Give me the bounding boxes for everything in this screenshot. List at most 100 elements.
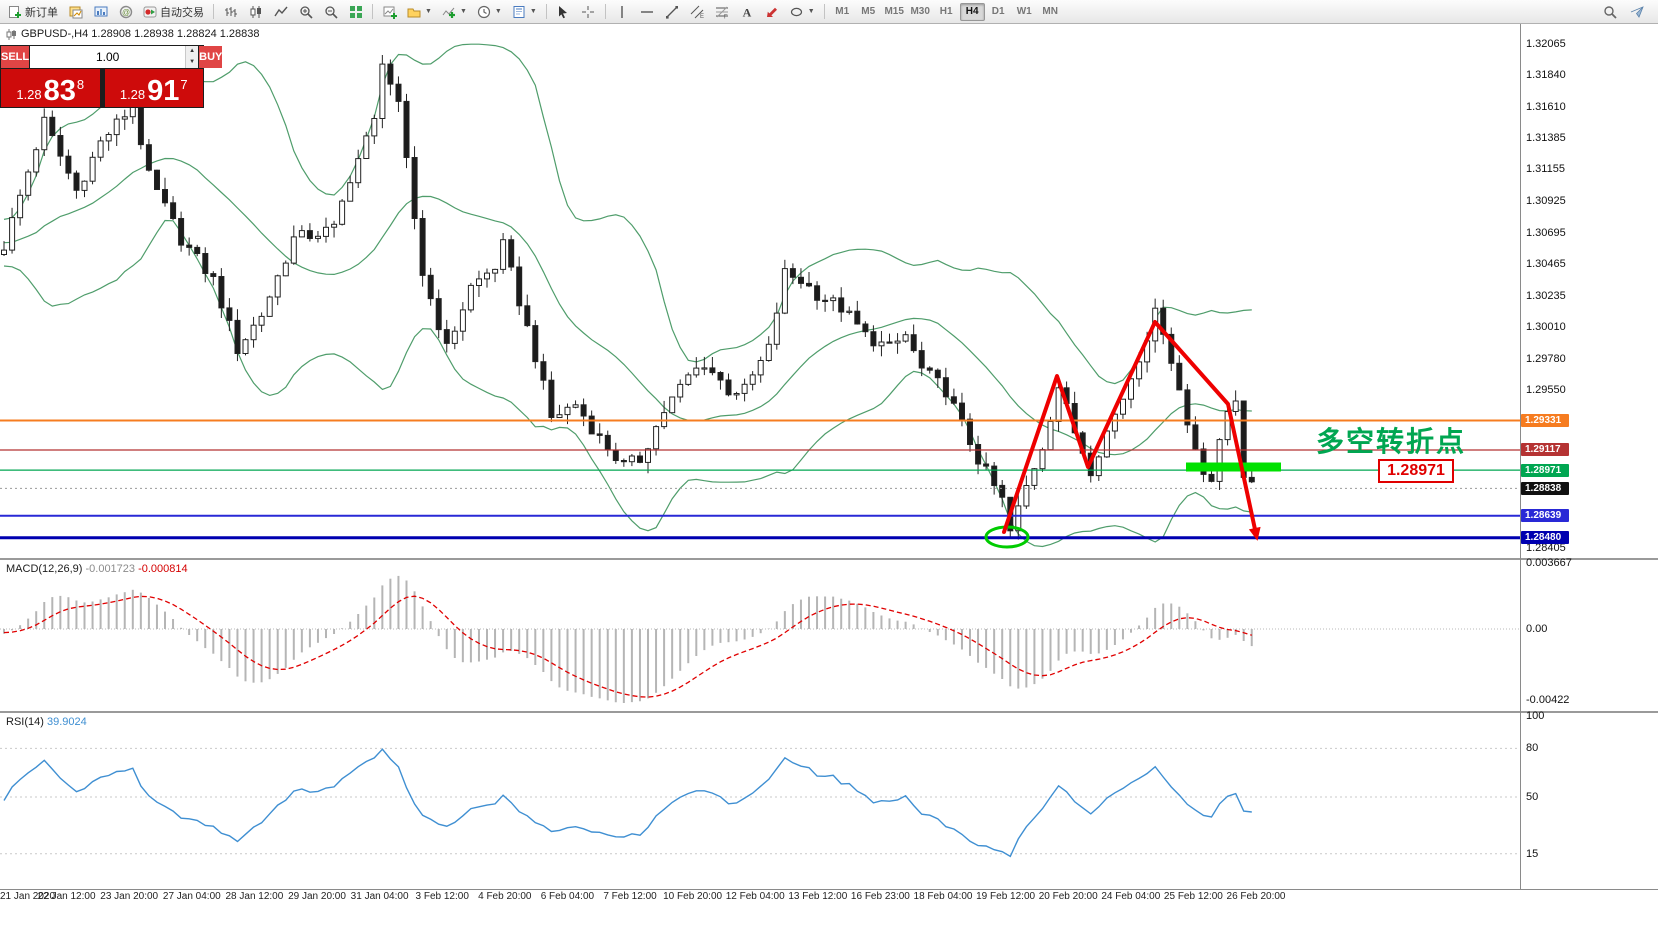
price-level-callout[interactable]: 1.28971	[1378, 459, 1454, 483]
trendline-icon	[666, 5, 679, 19]
buy-price-button[interactable]: 1.28 91 7	[104, 69, 203, 107]
timeframe-button-m30[interactable]: M30	[908, 3, 933, 21]
auto-trading-button[interactable]: 自动交易	[139, 2, 208, 22]
zoom-out-button[interactable]	[319, 2, 342, 22]
price-axis-tag: 1.29331	[1521, 413, 1569, 427]
rsi-value: 39.9024	[46, 716, 87, 728]
macd-axis-label: -0.00422	[1526, 694, 1570, 706]
community-icon: @	[119, 5, 132, 18]
candle-chart-type-button[interactable]	[244, 2, 267, 22]
price-axis-label: 1.30235	[1526, 290, 1566, 302]
volume-up-button[interactable]: ▲	[186, 46, 199, 57]
buy-button[interactable]: BUY	[199, 46, 223, 68]
timeframe-button-m5[interactable]: M5	[856, 3, 881, 21]
equidistant-channel-icon: E	[690, 5, 704, 19]
turning-point-annotation[interactable]: 多空转折点	[1316, 426, 1467, 457]
timeframe-button-d1[interactable]: D1	[986, 3, 1011, 21]
timeframe-button-h1[interactable]: H1	[934, 3, 959, 21]
templates-button[interactable]: ▼	[508, 2, 541, 22]
sell-price-button[interactable]: 1.28 83 8	[1, 69, 100, 107]
buy-price-sup: 7	[180, 77, 188, 92]
panel-divider[interactable]	[0, 711, 1658, 713]
time-axis-label: 27 Jan 04:00	[162, 891, 221, 902]
shapes-button[interactable]: ▼	[786, 2, 819, 22]
timeframe-button-h4[interactable]: H4	[959, 2, 985, 21]
crosshair-icon	[582, 5, 595, 18]
timeframe-button-w1[interactable]: W1	[1012, 3, 1037, 21]
caret-icon: ▼	[425, 8, 432, 15]
time-axis-label: 7 Feb 12:00	[603, 891, 657, 902]
tile-windows-icon	[349, 5, 362, 18]
price-axis-tag: 1.28480	[1521, 531, 1569, 545]
time-axis-label: 21 Jan 2020	[0, 891, 56, 902]
price-axis-border	[1520, 24, 1521, 890]
zoom-in-button[interactable]	[294, 2, 317, 22]
trade-widget-top-row: SELL ▲ ▼ BUY	[1, 46, 223, 68]
arrow-objects-button[interactable]	[761, 2, 784, 22]
main-chart[interactable]	[0, 24, 1658, 559]
candlestick-series	[1, 55, 1255, 540]
timeframe-button-mn[interactable]: MN	[1038, 3, 1063, 21]
sell-button[interactable]: SELL	[1, 46, 30, 68]
horizontal-line-tool-button[interactable]	[636, 2, 659, 22]
new-order-label: 新订单	[25, 6, 58, 19]
volume-field-wrap: ▲ ▼	[30, 46, 199, 68]
crosshair-tool-button[interactable]	[577, 2, 600, 22]
new-chart-button[interactable]	[378, 2, 401, 22]
svg-text:@: @	[121, 8, 129, 17]
rsi-line	[3, 748, 1252, 858]
time-axis-label: 16 Feb 23:00	[850, 891, 910, 902]
macd-axis-label: 0.00	[1526, 623, 1548, 635]
charts-window-button[interactable]	[64, 2, 87, 22]
cursor-tool-button[interactable]	[552, 2, 575, 22]
time-axis-label: 13 Feb 12:00	[788, 891, 848, 902]
tile-windows-button[interactable]	[344, 2, 367, 22]
rsi-name: RSI(14)	[6, 716, 44, 728]
macd-signal-line	[3, 595, 1252, 698]
indicators-button[interactable]: ▼	[438, 2, 471, 22]
search-button[interactable]	[1598, 2, 1621, 22]
volume-down-button[interactable]: ▼	[186, 57, 199, 68]
horizontal-line-icon	[641, 10, 654, 13]
trendline-tool-button[interactable]	[661, 2, 684, 22]
price-axis-label: 1.31610	[1526, 100, 1566, 113]
periods-button[interactable]: ▼	[473, 2, 506, 22]
price-axis-label: 1.30925	[1526, 194, 1566, 207]
price-axis-tag: 1.28971	[1521, 463, 1569, 477]
zigzag-arrows	[1002, 320, 1258, 536]
trade-widget-price-row: 1.28 83 8 1.28 91 7	[1, 69, 203, 107]
bar-chart-type-button[interactable]	[219, 2, 242, 22]
bollinger-lower	[3, 219, 1252, 548]
profiles-button[interactable]: ▼	[403, 2, 436, 22]
zoom-out-icon	[324, 5, 338, 19]
send-feedback-button[interactable]	[1625, 2, 1648, 22]
macd-panel-chart[interactable]	[0, 560, 1658, 711]
channel-tool-button[interactable]: E	[686, 2, 709, 22]
rsi-panel-chart[interactable]	[0, 713, 1658, 889]
price-axis-label: 1.30010	[1526, 320, 1566, 333]
terminal-button[interactable]	[89, 2, 112, 22]
toolbar-separator	[545, 4, 547, 19]
price-axis[interactable]: 1.32065 1.31840 1.31610 1.31385 1.31155 1.309…	[1520, 24, 1658, 890]
timeframe-button-m15[interactable]: M15	[882, 3, 907, 21]
panel-divider[interactable]	[0, 558, 1658, 560]
time-axis-label: 22 Jan 12:00	[37, 891, 96, 902]
time-axis-label: 29 Jan 20:00	[288, 891, 346, 902]
trend-annotation[interactable]	[984, 320, 1281, 549]
new-order-button[interactable]: 新订单	[4, 2, 62, 22]
fibonacci-tool-button[interactable]: F	[711, 2, 734, 22]
time-axis-label: 19 Feb 12:00	[976, 891, 1036, 902]
line-chart-type-button[interactable]	[269, 2, 292, 22]
main-toolbar: 新订单 @ 自动交易	[0, 0, 1658, 24]
text-tool-button[interactable]: A	[736, 2, 759, 22]
price-axis-label: 1.31385	[1526, 131, 1566, 144]
macd-name: MACD(12,26,9)	[6, 563, 83, 575]
volume-input[interactable]	[30, 46, 186, 68]
time-axis-label: 25 Feb 12:00	[1163, 891, 1223, 902]
community-button[interactable]: @	[114, 2, 137, 22]
timeframe-button-m1[interactable]: M1	[830, 3, 855, 21]
vertical-line-tool-button[interactable]	[611, 2, 634, 22]
caret-icon: ▼	[807, 8, 815, 15]
chart-symbol-icon	[6, 28, 16, 40]
time-axis[interactable]: 21 Jan 2020 22 Jan 12:00 23 Jan 20:00 27 Ja…	[0, 890, 1520, 906]
